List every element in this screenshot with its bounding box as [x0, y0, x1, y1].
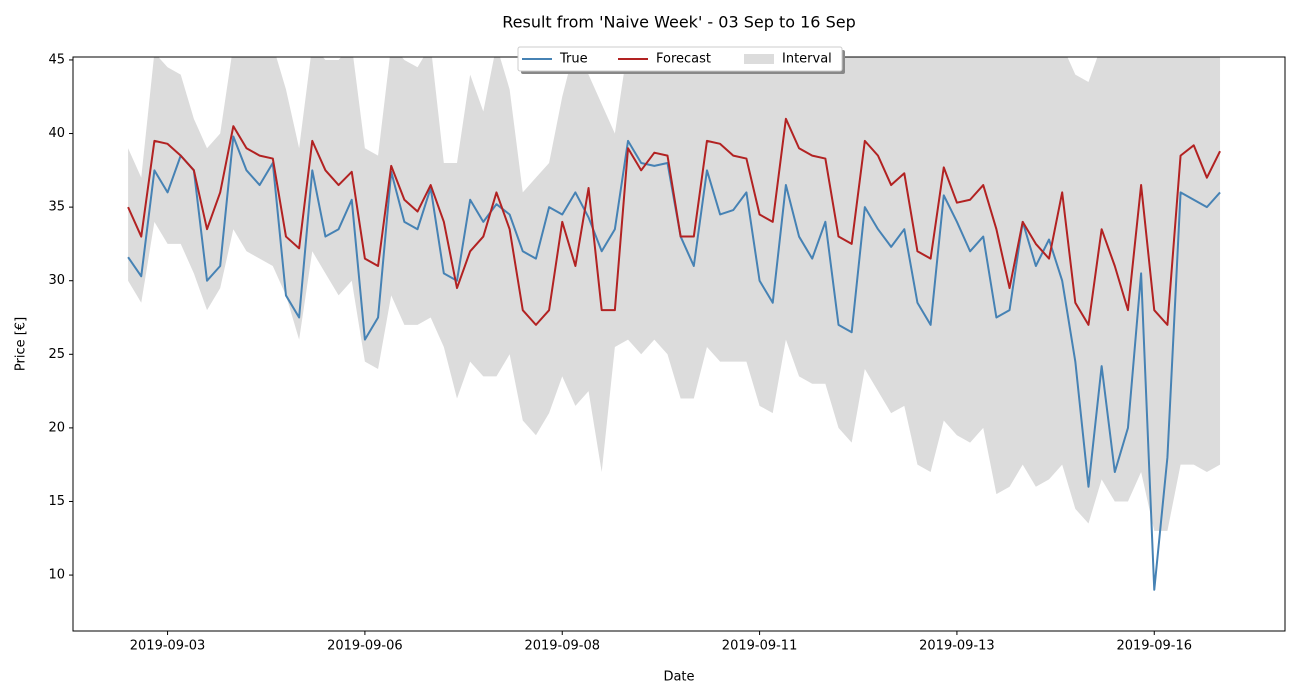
x-tick-label: 2019-09-08: [524, 639, 600, 654]
x-axis-label: Date: [663, 670, 694, 685]
y-axis-label: Price [€]: [14, 317, 29, 371]
series-line: [127, 117, 1221, 326]
x-tick-label: 2019-09-13: [919, 639, 995, 654]
legend-box: [517, 46, 843, 72]
x-tick-label: 2019-09-16: [1116, 639, 1192, 654]
legend-swatch: [744, 54, 774, 64]
y-tick-label: 20: [48, 420, 65, 435]
x-tick-label: 2019-09-03: [130, 639, 206, 654]
interval-area: [128, 57, 1221, 531]
y-tick-label: 35: [48, 200, 65, 215]
y-tick-label: 40: [48, 126, 65, 141]
x-tick-label: 2019-09-06: [327, 639, 403, 654]
y-tick-label: 45: [48, 52, 65, 67]
y-tick-label: 30: [48, 273, 65, 288]
plot-area: [127, 57, 1221, 591]
legend: True Forecast Interval: [517, 46, 845, 74]
chart-title: Result from 'Naive Week' - 03 Sep to 16 …: [502, 13, 855, 32]
legend-label: Interval: [782, 52, 832, 67]
y-tick-label: 15: [48, 494, 65, 509]
y-tick-label: 10: [48, 568, 65, 583]
legend-label: Forecast: [656, 52, 711, 67]
x-tick-label: 2019-09-11: [722, 639, 798, 654]
y-tick-label: 25: [48, 347, 65, 362]
legend-label: True: [559, 52, 588, 67]
